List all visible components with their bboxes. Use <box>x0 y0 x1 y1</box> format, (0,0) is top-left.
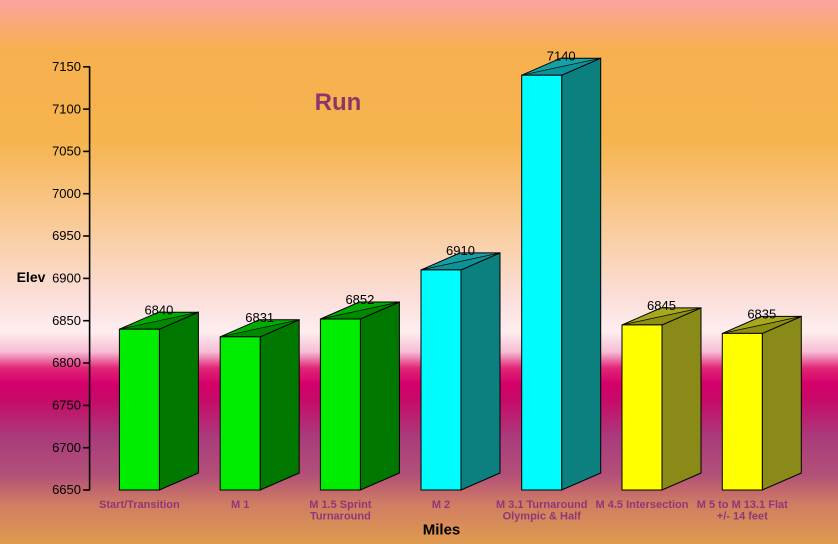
svg-text:6700: 6700 <box>52 440 81 455</box>
svg-text:6910: 6910 <box>446 243 475 258</box>
svg-text:6900: 6900 <box>52 271 81 286</box>
svg-text:Olympic & Half: Olympic & Half <box>503 511 582 523</box>
svg-text:7100: 7100 <box>52 101 81 116</box>
svg-text:6950: 6950 <box>52 228 81 243</box>
svg-text:Run: Run <box>315 89 362 116</box>
svg-text:Miles: Miles <box>423 522 461 539</box>
svg-text:Turnaround: Turnaround <box>310 511 371 523</box>
svg-text:7050: 7050 <box>52 144 81 159</box>
svg-text:6835: 6835 <box>747 307 776 322</box>
svg-text:6750: 6750 <box>52 398 81 413</box>
svg-text:+/- 14 feet: +/- 14 feet <box>717 511 768 523</box>
svg-text:6800: 6800 <box>52 355 81 370</box>
svg-text:6850: 6850 <box>52 313 81 328</box>
svg-text:M 2: M 2 <box>432 499 450 511</box>
svg-text:7000: 7000 <box>52 186 81 201</box>
svg-text:6831: 6831 <box>245 310 274 325</box>
svg-text:Start/Transition: Start/Transition <box>99 499 180 511</box>
svg-text:M 1: M 1 <box>231 499 249 511</box>
svg-text:M 5 to M 13.1 Flat: M 5 to M 13.1 Flat <box>697 499 788 511</box>
svg-text:6650: 6650 <box>52 482 81 497</box>
svg-text:M 3.1 Turnaround: M 3.1 Turnaround <box>496 499 587 511</box>
svg-text:M 1.5 Sprint: M 1.5 Sprint <box>309 499 372 511</box>
svg-text:6840: 6840 <box>144 302 173 317</box>
svg-text:6845: 6845 <box>647 298 676 313</box>
svg-text:7140: 7140 <box>547 48 576 63</box>
svg-text:Elev: Elev <box>17 269 46 285</box>
svg-text:7150: 7150 <box>52 59 81 74</box>
svg-text:M 4.5 Intersection: M 4.5 Intersection <box>596 499 689 511</box>
svg-text:6852: 6852 <box>345 292 374 307</box>
